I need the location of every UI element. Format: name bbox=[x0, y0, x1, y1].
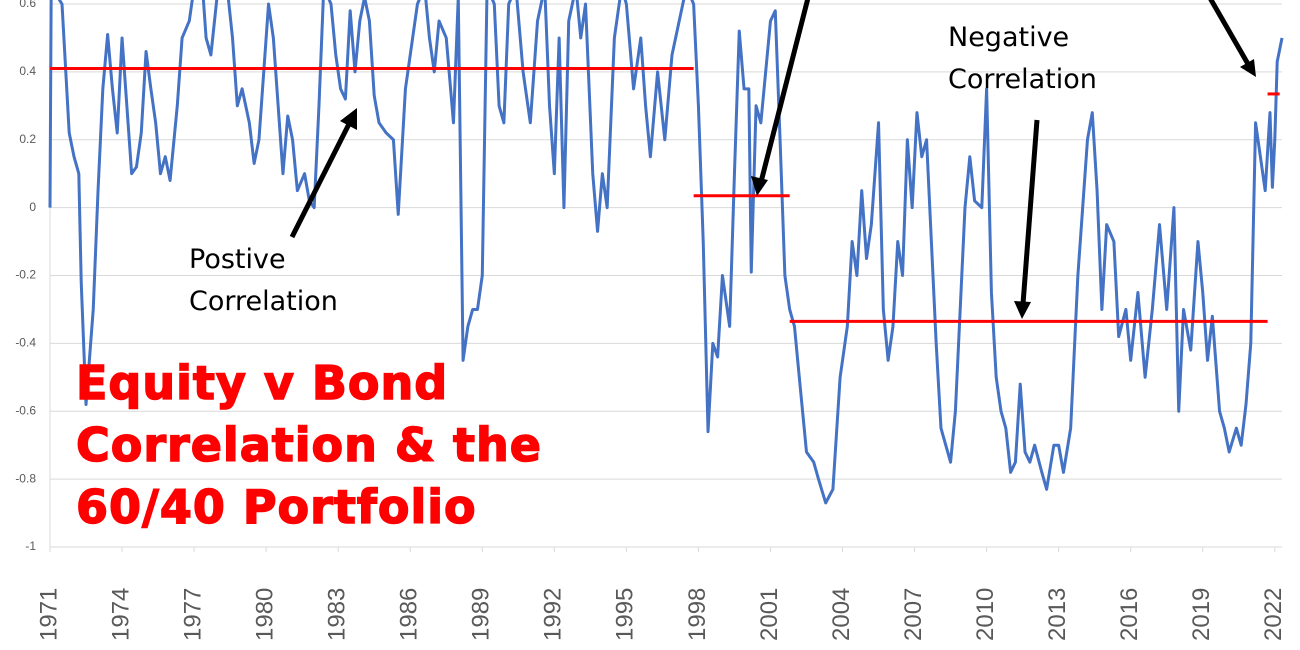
y-tick-label: 0.4 bbox=[19, 64, 36, 78]
arrow bbox=[1208, 0, 1251, 66]
arrow-head bbox=[751, 176, 768, 196]
y-tick-label: -0.8 bbox=[15, 471, 36, 485]
x-tick-label: 2001 bbox=[756, 588, 783, 641]
y-tick-label: -0.4 bbox=[15, 336, 36, 350]
x-tick-label: 2007 bbox=[900, 588, 927, 641]
y-tick-label: -1 bbox=[25, 539, 36, 553]
x-tick-label: 1995 bbox=[612, 588, 639, 641]
x-tick-label: 1992 bbox=[540, 588, 567, 641]
x-tick-label: 1983 bbox=[324, 588, 351, 641]
arrow-head bbox=[340, 108, 357, 130]
x-tick-label: 2019 bbox=[1188, 588, 1215, 641]
arrow bbox=[289, 120, 353, 239]
x-tick-label: 2016 bbox=[1116, 588, 1143, 641]
x-tick-label: 2004 bbox=[828, 588, 855, 641]
arrows bbox=[289, 0, 1256, 319]
annotation-text: Correlation bbox=[948, 64, 1097, 95]
y-tick-label: 0.2 bbox=[19, 132, 36, 146]
x-tick-label: 1977 bbox=[179, 588, 206, 641]
chart-title: Equity v Bond Correlation & the 60/40 Po… bbox=[75, 355, 542, 535]
arrow-head bbox=[1014, 301, 1031, 319]
x-tick-label: 2022 bbox=[1260, 588, 1287, 641]
x-tick-label: 1971 bbox=[35, 588, 62, 641]
x-tick-label: 1986 bbox=[396, 588, 423, 641]
annotation-text: Correlation bbox=[189, 286, 338, 317]
plot bbox=[48, 0, 1284, 505]
x-tick-label: 1998 bbox=[684, 588, 711, 641]
y-tick-label: 0.6 bbox=[19, 0, 36, 10]
annotation-text: Postive bbox=[189, 244, 286, 275]
grid: -1 -0.8 -0.6 -0.4 -0.2 0 0.2 0.4 0.6 1971 1974 1977… bbox=[15, 0, 1287, 641]
series-line bbox=[48, 0, 1284, 505]
x-tick-label: 1974 bbox=[107, 588, 134, 641]
x-tick-label: 1989 bbox=[468, 588, 495, 641]
x-tick-label: 2010 bbox=[972, 588, 999, 641]
annotations: Postive Correlation Negative Correlation bbox=[189, 0, 1256, 319]
y-tick-label: 0 bbox=[29, 200, 36, 214]
x-tick-label: 1980 bbox=[251, 588, 278, 641]
arrow-head bbox=[1240, 59, 1256, 77]
arrow bbox=[758, 0, 811, 183]
y-tick-label: -0.2 bbox=[15, 268, 36, 282]
x-tick-label: 2013 bbox=[1044, 588, 1071, 641]
y-tick-label: -0.6 bbox=[15, 403, 36, 417]
annotation-text: Negative bbox=[948, 22, 1069, 53]
arrow bbox=[1020, 119, 1040, 305]
